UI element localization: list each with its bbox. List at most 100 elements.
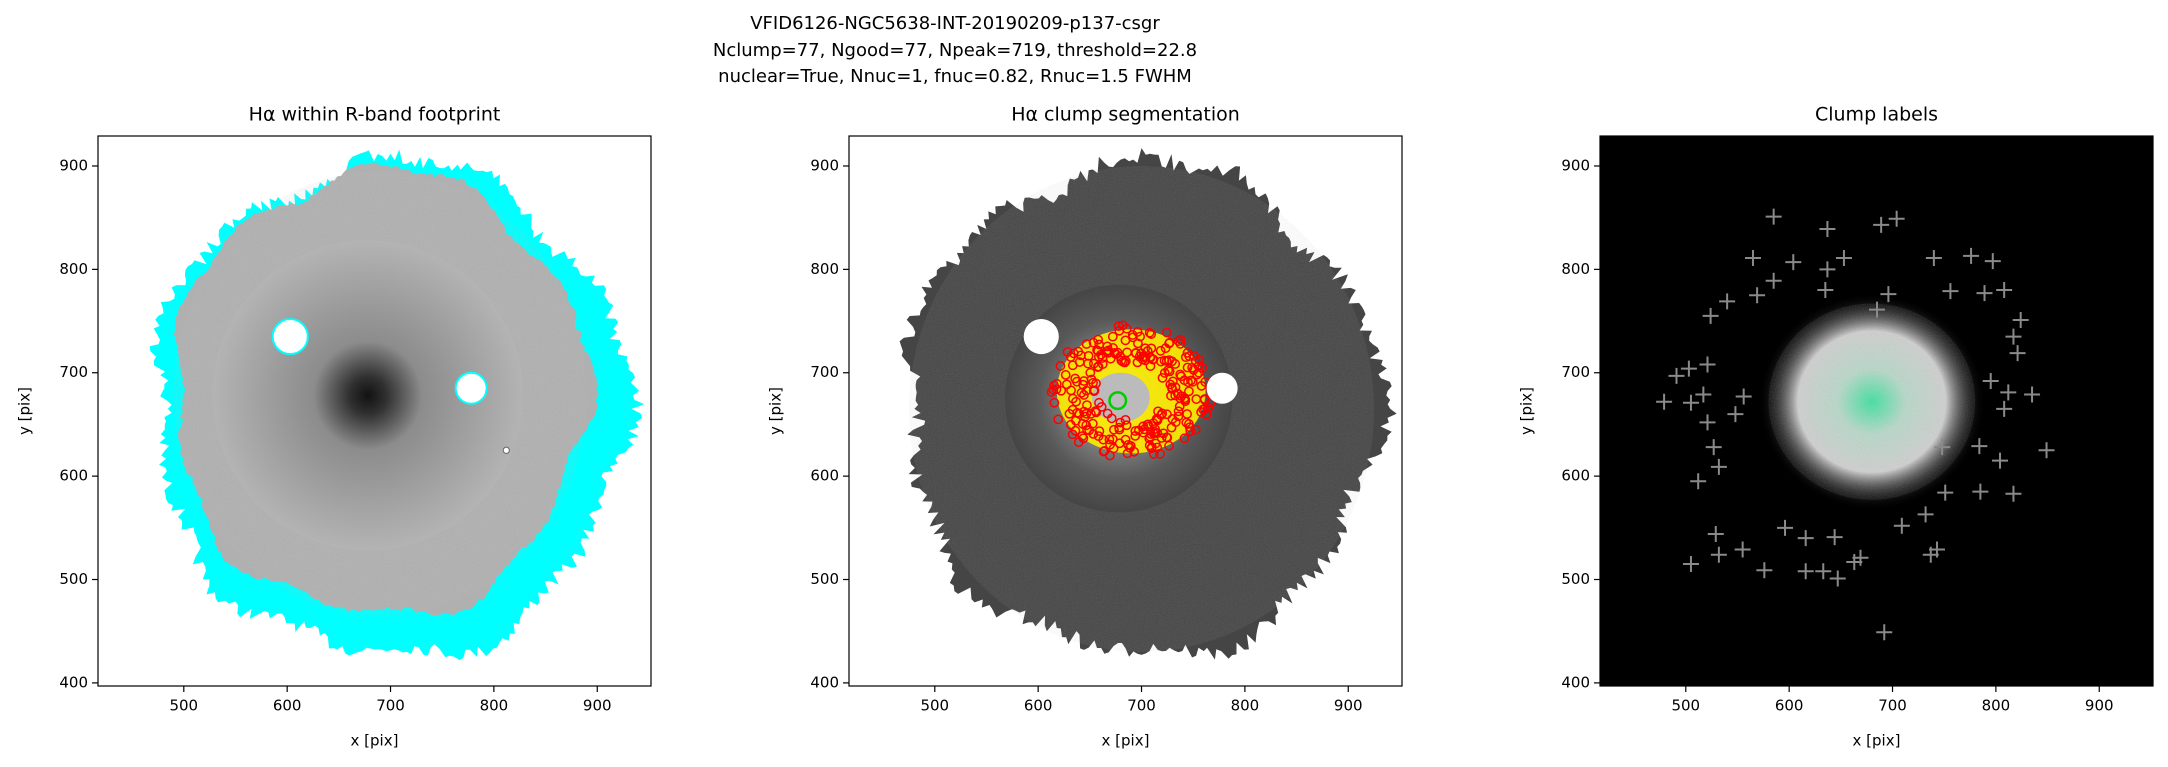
x-tick-label: 600 xyxy=(1024,697,1053,715)
clump-peak xyxy=(1175,369,1186,380)
clump-peak xyxy=(1175,338,1186,349)
clump-peak xyxy=(1162,432,1173,443)
y-tick-label: 500 xyxy=(810,570,839,588)
clump-marker xyxy=(2012,312,2029,329)
clump-marker xyxy=(1972,483,1989,500)
clump-peak xyxy=(1184,422,1195,433)
segmentation-core xyxy=(1091,372,1150,423)
clump-peak xyxy=(1138,427,1149,438)
clump-peak xyxy=(1113,321,1124,332)
clump-peak xyxy=(1146,329,1157,339)
clump-peak xyxy=(1085,367,1096,378)
label-image xyxy=(1768,303,1976,500)
x-tick-label: 700 xyxy=(376,697,405,715)
clump-marker xyxy=(1835,249,1852,266)
suptitle: nuclear=True, Nnuc=1, fnuc=0.82, Rnuc=1.… xyxy=(718,66,1192,87)
clump-peak xyxy=(1107,331,1118,342)
clump-marker xyxy=(1984,253,2001,270)
clump-peak xyxy=(1115,417,1126,428)
y-tick-label: 600 xyxy=(810,467,839,485)
clump-peak xyxy=(1190,424,1201,435)
clump-peak xyxy=(1167,356,1177,367)
panel-image xyxy=(149,149,645,661)
clump-marker xyxy=(1695,386,1712,403)
clump-peak xyxy=(1124,442,1135,453)
clump-marker xyxy=(2005,485,2022,502)
x-tick-label: 500 xyxy=(169,697,198,715)
clump-peak xyxy=(1094,426,1105,437)
clump-peak xyxy=(1093,334,1104,345)
clump-peak xyxy=(1166,390,1176,401)
clump-peak xyxy=(1190,356,1201,367)
axes-frame xyxy=(97,135,652,687)
clump-peak xyxy=(1079,406,1089,417)
clump-marker xyxy=(1765,208,1782,225)
clump-peak xyxy=(1165,379,1176,390)
clump-peak xyxy=(1062,347,1073,357)
clump-peak xyxy=(1094,339,1105,350)
clump-peak xyxy=(1188,365,1199,375)
clump-peak xyxy=(1114,325,1125,336)
axes-frame xyxy=(848,135,1403,687)
clump-peak xyxy=(1199,403,1210,414)
clump-peak xyxy=(1145,352,1156,362)
clump-peak xyxy=(1093,361,1104,372)
clump-marker xyxy=(1942,283,1959,300)
clump-marker xyxy=(1756,562,1773,579)
panel-title: Clump labels xyxy=(1815,104,1938,126)
y-axis-label: y [pix] xyxy=(767,387,785,435)
y-tick-label: 600 xyxy=(59,467,88,485)
clump-peak xyxy=(1060,370,1071,380)
clump-peak xyxy=(1182,409,1192,419)
y-tick-label: 800 xyxy=(59,260,88,278)
clump-marker xyxy=(1819,261,1836,278)
clump-peak xyxy=(1070,415,1081,426)
clump-peak xyxy=(1174,401,1185,412)
clump-marker xyxy=(1996,282,2013,299)
x-tick-label: 800 xyxy=(1982,697,2011,715)
clump-peak xyxy=(1078,379,1089,390)
panel-title: Hα clump segmentation xyxy=(1011,104,1240,126)
mask-hole xyxy=(271,317,309,356)
clump-peak xyxy=(1136,348,1147,359)
clump-peak xyxy=(1173,406,1184,417)
x-tick-label: 900 xyxy=(583,697,612,715)
nuclear-clump xyxy=(1108,391,1128,411)
clump-peak xyxy=(1143,421,1154,432)
clump-marker xyxy=(1888,210,1905,227)
clump-marker xyxy=(1817,282,1834,299)
clump-peak xyxy=(1065,352,1076,362)
clump-marker xyxy=(1829,570,1846,587)
clump-marker xyxy=(1749,287,1766,304)
y-tick-label: 400 xyxy=(810,673,839,691)
clump-peak xyxy=(1053,414,1064,425)
mask-hole xyxy=(1023,318,1059,355)
clump-peak xyxy=(1046,387,1057,397)
nucleus xyxy=(212,240,523,551)
clump-peak xyxy=(1083,358,1093,369)
clump-peak xyxy=(1164,366,1175,377)
clump-marker xyxy=(1735,388,1752,405)
clump-peak xyxy=(1150,424,1161,434)
clump-marker xyxy=(2009,345,2026,362)
y-tick-label: 900 xyxy=(59,156,88,174)
clump-peak xyxy=(1152,442,1163,453)
y-tick-label: 700 xyxy=(1561,363,1590,381)
clump-marker xyxy=(1690,473,1707,490)
clump-marker xyxy=(1996,400,2013,417)
y-tick-label: 600 xyxy=(1561,467,1590,485)
clump-marker xyxy=(1982,373,1999,390)
x-tick-label: 900 xyxy=(2085,697,2114,715)
mask-hole xyxy=(1206,372,1238,404)
clump-peak xyxy=(1161,327,1172,338)
panel-image xyxy=(1600,136,2153,686)
y-axis-label: y [pix] xyxy=(16,387,34,435)
clump-peak xyxy=(1049,397,1060,408)
mask-hole xyxy=(502,446,510,454)
clump-marker xyxy=(1682,394,1699,411)
clump-peak xyxy=(1199,394,1210,405)
clump-marker xyxy=(1797,563,1814,580)
clump-marker xyxy=(1699,414,1716,431)
y-tick-label: 800 xyxy=(810,260,839,278)
y-tick-label: 500 xyxy=(59,570,88,588)
